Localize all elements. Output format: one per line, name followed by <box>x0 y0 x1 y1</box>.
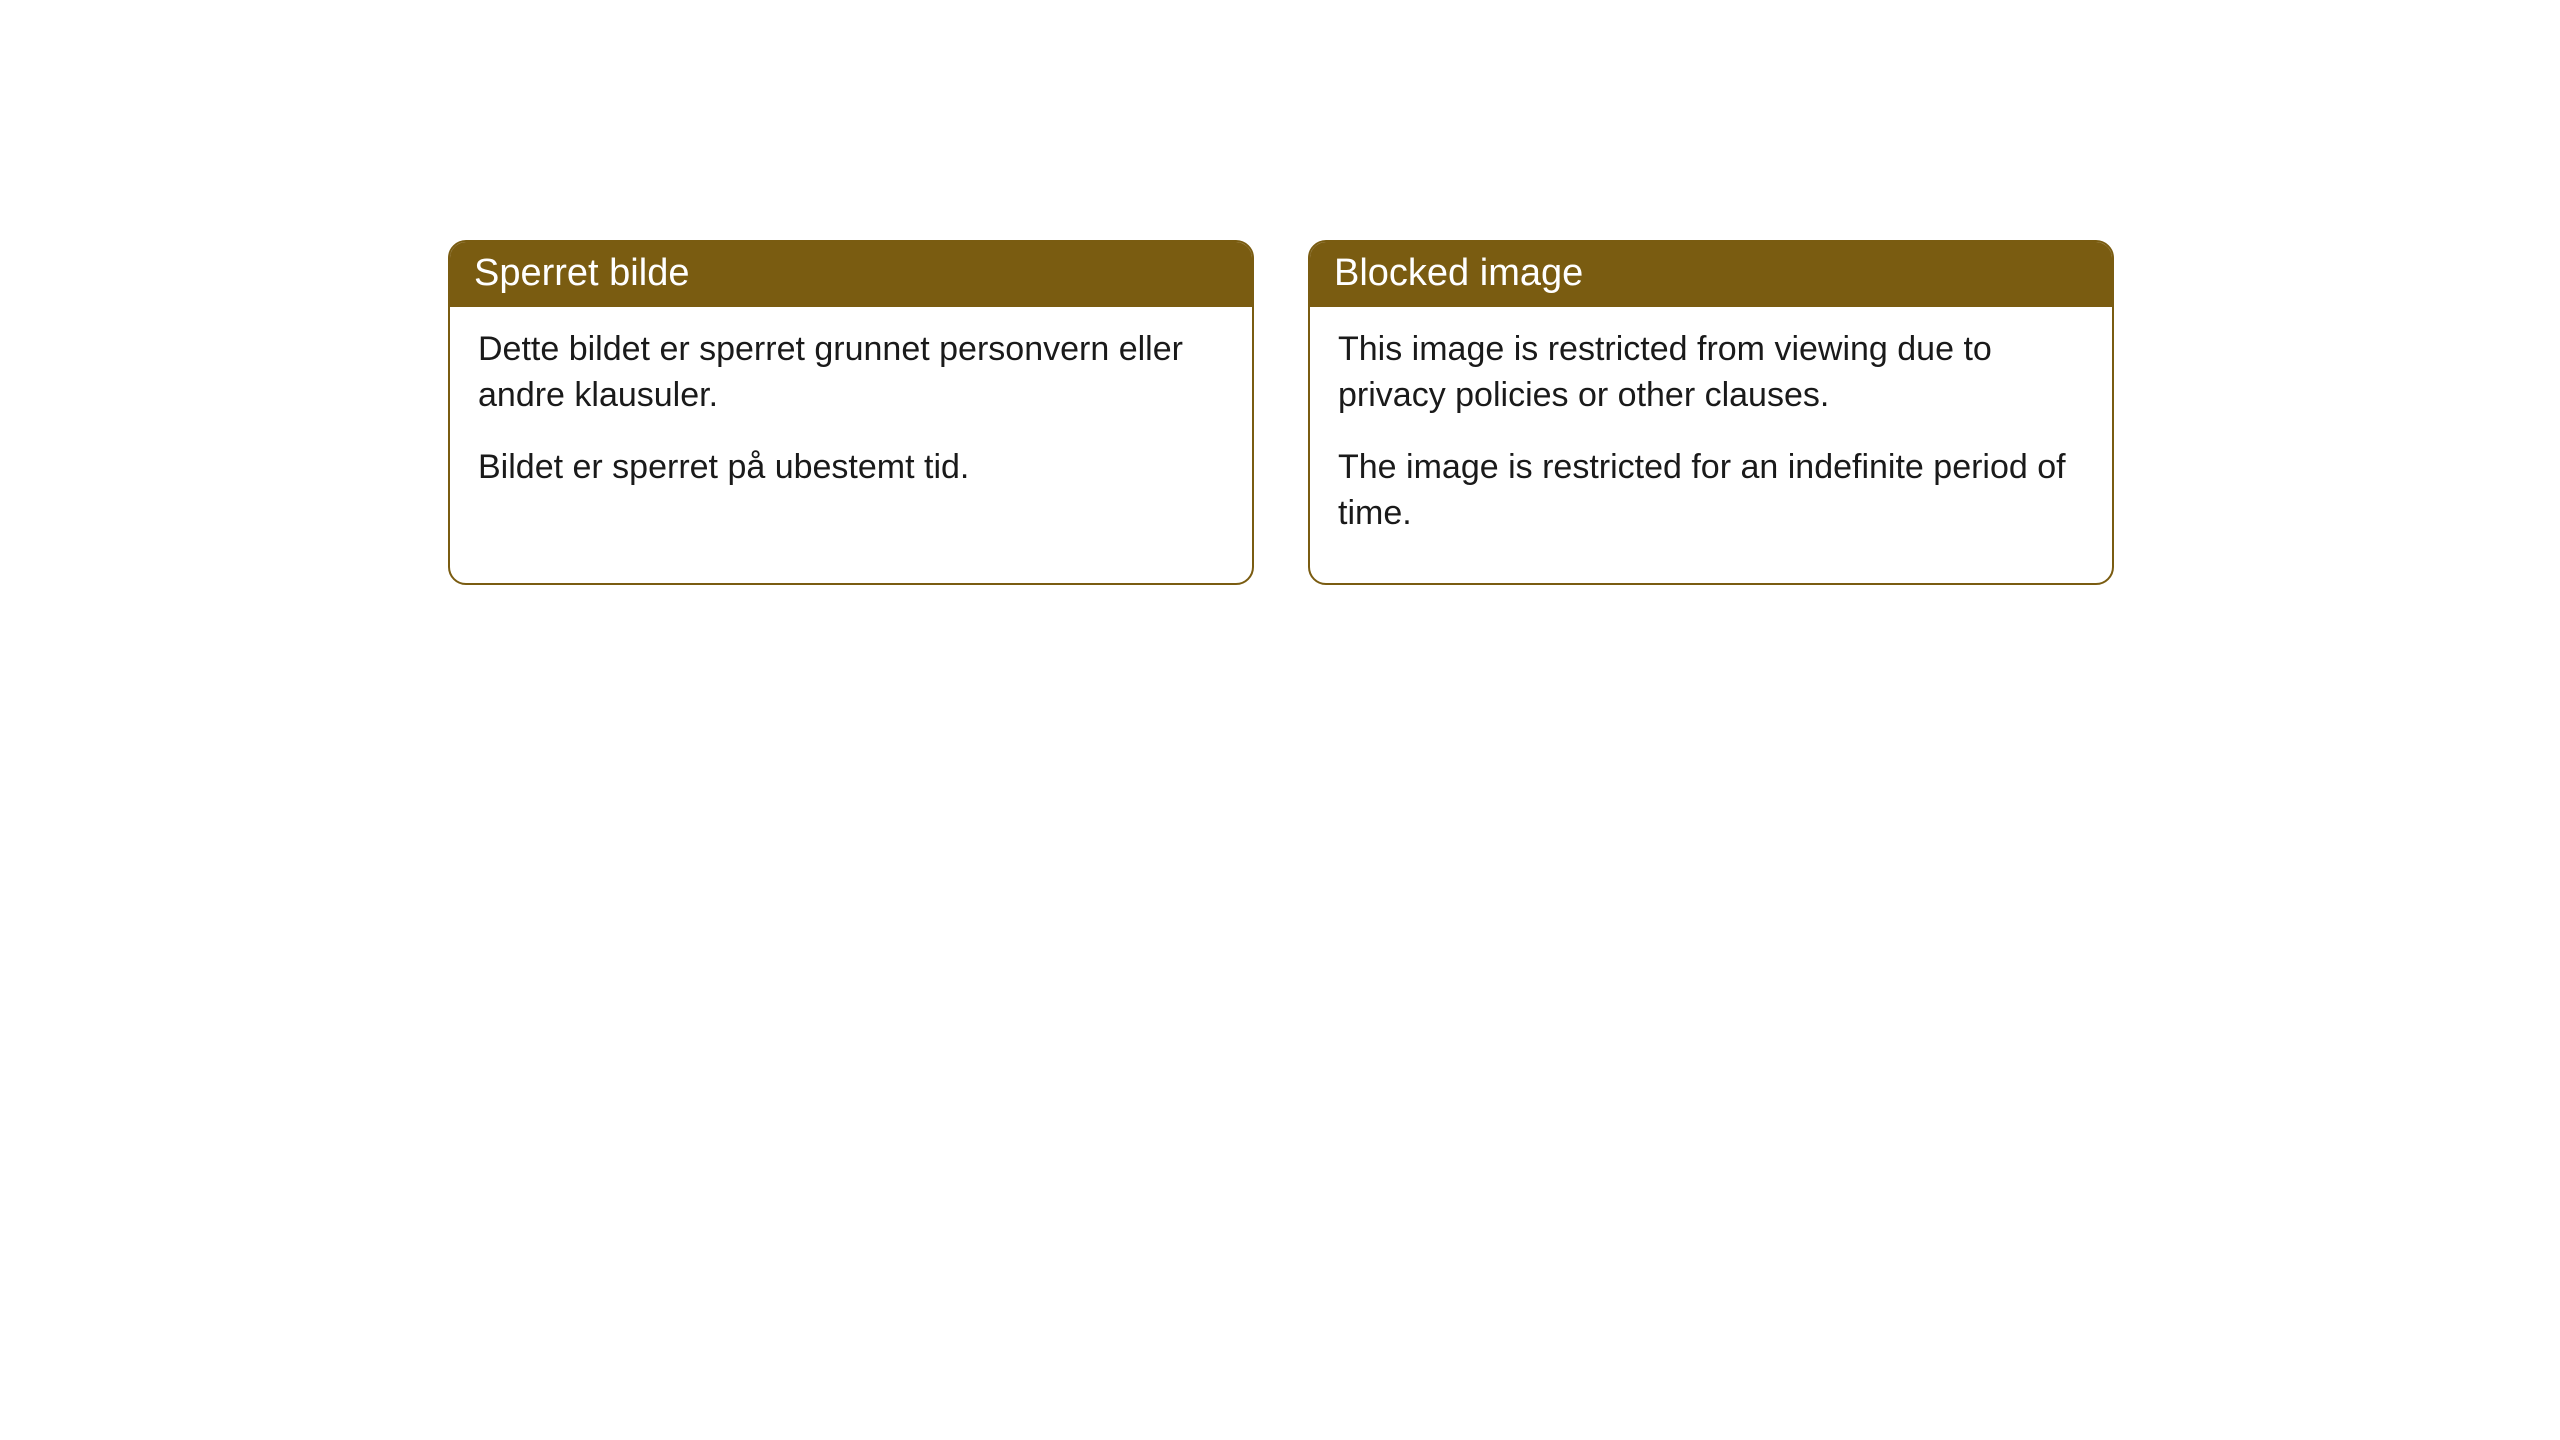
card-header-norwegian: Sperret bilde <box>450 242 1252 307</box>
card-body-norwegian: Dette bildet er sperret grunnet personve… <box>450 307 1252 537</box>
card-paragraph: Bildet er sperret på ubestemt tid. <box>478 445 1224 491</box>
card-header-english: Blocked image <box>1310 242 2112 307</box>
card-paragraph: Dette bildet er sperret grunnet personve… <box>478 327 1224 419</box>
card-norwegian: Sperret bilde Dette bildet er sperret gr… <box>448 240 1254 585</box>
card-english: Blocked image This image is restricted f… <box>1308 240 2114 585</box>
card-paragraph: This image is restricted from viewing du… <box>1338 327 2084 419</box>
card-paragraph: The image is restricted for an indefinit… <box>1338 445 2084 537</box>
cards-container: Sperret bilde Dette bildet er sperret gr… <box>448 240 2114 585</box>
card-body-english: This image is restricted from viewing du… <box>1310 307 2112 583</box>
